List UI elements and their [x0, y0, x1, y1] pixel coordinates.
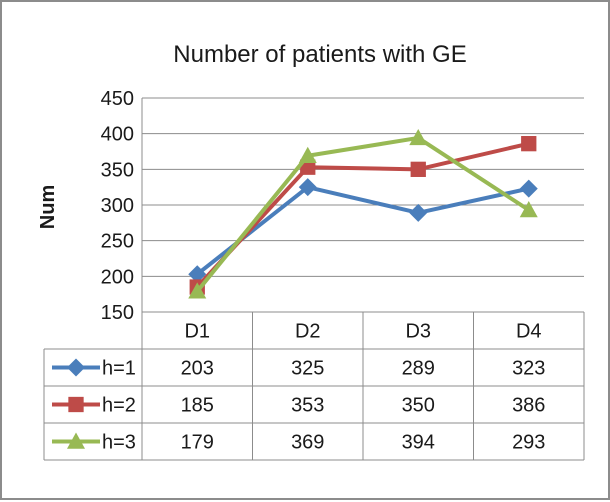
y-tick-label: 450 [101, 88, 134, 110]
y-tick-label: 300 [101, 195, 134, 217]
data-point [298, 146, 317, 163]
y-axis-label: Num [37, 185, 59, 229]
data-label: 394 [402, 432, 435, 454]
x-tick-label: D4 [516, 321, 542, 343]
data-label: 350 [402, 395, 435, 417]
y-tick-label: 400 [101, 124, 134, 146]
y-tick-label: 200 [101, 266, 134, 288]
chart-title: Number of patients with GE [173, 41, 466, 68]
data-point [521, 136, 537, 152]
legend-marker-square [68, 396, 84, 413]
series-line [196, 185, 530, 276]
legend-label: h=3 [102, 432, 136, 454]
data-point [188, 265, 207, 284]
data-label: 293 [512, 432, 545, 454]
y-tick-label: 350 [101, 159, 134, 181]
series-lines [188, 128, 538, 299]
legend-marker-triangle [67, 432, 85, 449]
data-label: 203 [181, 358, 214, 380]
x-tick-label: D3 [405, 321, 431, 343]
data-label: 369 [291, 432, 324, 454]
x-tick-label: D2 [295, 321, 321, 343]
data-label: 185 [181, 395, 214, 417]
y-tick-label: 150 [101, 302, 134, 324]
legend-label: h=2 [102, 395, 136, 417]
series-h=1 [188, 178, 538, 284]
data-label: 353 [291, 395, 324, 417]
y-tick-label: 250 [101, 231, 134, 253]
series-h=2 [189, 136, 537, 295]
data-point [298, 178, 317, 197]
series-line [195, 141, 530, 289]
data-label: 179 [181, 432, 214, 454]
series-h=3 [188, 128, 538, 299]
data-point [409, 128, 428, 146]
data-label: 289 [402, 358, 435, 380]
data-point [188, 282, 207, 299]
y-axis-ticks: 150 200 250 300 350 400 450 [101, 88, 134, 324]
data-label: 325 [291, 358, 324, 380]
data-table: D1 D2 D3 D4 h=1 203 325 289 323 h=2 185 353 350 386 h=… [43, 312, 585, 461]
legend-label: h=1 [102, 358, 136, 380]
legend-marker-diamond [67, 358, 85, 377]
data-point [519, 200, 538, 218]
x-tick-label: D1 [184, 321, 210, 343]
data-point [410, 161, 426, 177]
data-label: 386 [512, 395, 545, 417]
data-point [409, 203, 428, 222]
series-line [195, 135, 530, 293]
data-label: 323 [512, 358, 545, 380]
data-point [519, 179, 538, 198]
